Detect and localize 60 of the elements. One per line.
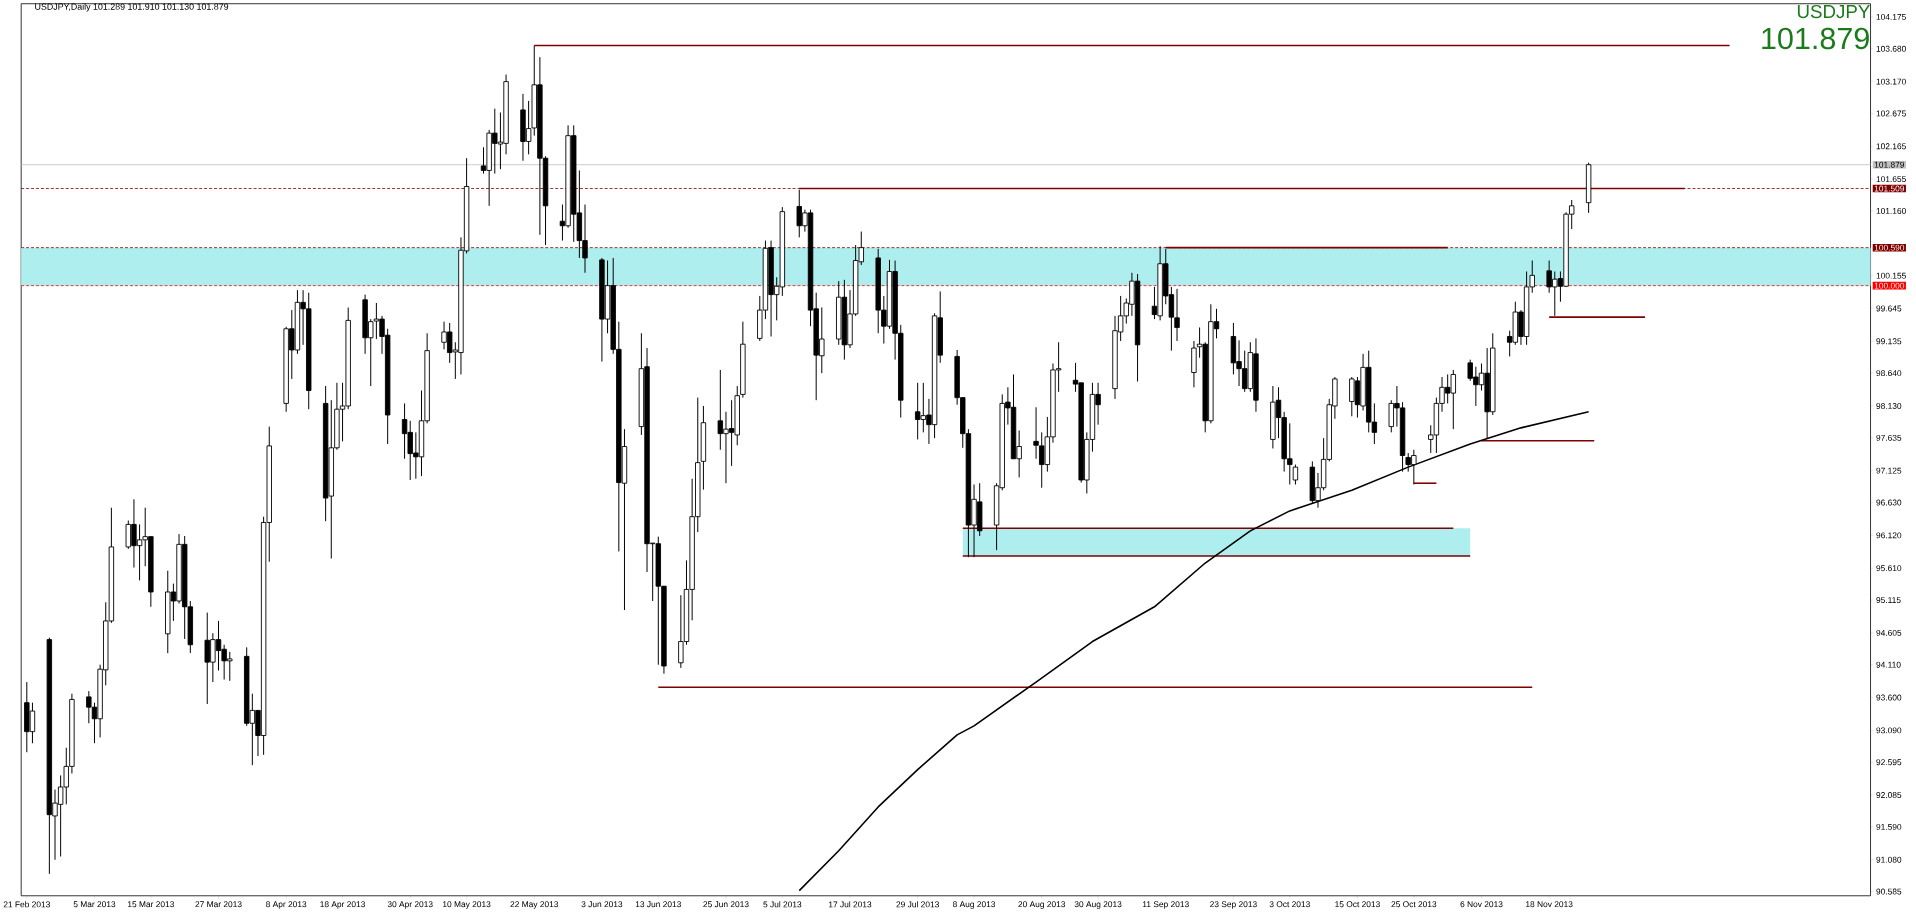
x-tick-label: 25 Oct 2013 [1391, 901, 1437, 908]
y-tick-label: 100.155 [1876, 272, 1906, 279]
y-tick-label: 99.135 [1876, 338, 1902, 345]
x-tick-label: 29 Jul 2013 [896, 901, 939, 908]
x-tick-label: 5 Jul 2013 [763, 901, 802, 908]
y-tick-label: 104.175 [1876, 14, 1906, 21]
x-tick-label: 30 Aug 2013 [1074, 901, 1122, 910]
annotation: 101.879 [1762, 27, 1869, 50]
candlestick [1292, 464, 1299, 486]
annotation: USDJPY [1797, 5, 1870, 19]
y-tick-label: 102.165 [1876, 143, 1906, 150]
x-tick-label: 5 Mar 2013 [73, 901, 116, 908]
y-tick-label: 90.585 [1876, 888, 1902, 895]
y-tick-label: 101.160 [1876, 208, 1906, 215]
y-tick-label: 98.130 [1876, 403, 1902, 410]
y-tick-label: 92.085 [1876, 792, 1902, 799]
ref-line-label: 101.509 [1874, 185, 1905, 192]
x-tick-label: 30 Apr 2013 [387, 901, 433, 910]
x-tick-label: 10 May 2013 [443, 901, 491, 910]
y-tick-label: 95.610 [1876, 565, 1902, 572]
ref-line-label: 100.590 [1874, 244, 1905, 251]
x-tick-label: 8 Apr 2013 [266, 901, 307, 910]
x-tick-label: 27 Mar 2013 [195, 901, 242, 908]
x-tick-label: 21 Feb 2013 [3, 901, 50, 908]
y-tick-label: 92.595 [1876, 759, 1902, 766]
y-tick-label: 101.655 [1876, 176, 1906, 183]
y-tick-label: 103.680 [1876, 46, 1906, 52]
ref-line-label: 100.000 [1874, 282, 1905, 289]
y-tick-label: 95.115 [1876, 597, 1901, 604]
x-tick-label: 18 Nov 2013 [1526, 901, 1573, 908]
x-tick-label: 3 Jun 2013 [581, 901, 623, 908]
x-tick-label: 15 Oct 2013 [1335, 901, 1380, 908]
x-tick-label: 23 Sep 2013 [1210, 901, 1257, 910]
chart-title: USDJPY,Daily 101.289 101.910 101.130 101.879 [35, 3, 229, 12]
ref-line-label: 101.879 [1874, 161, 1905, 168]
x-tick-label: 8 Aug 2013 [952, 901, 996, 910]
y-tick-label: 93.600 [1876, 694, 1902, 701]
y-tick-label: 94.605 [1876, 630, 1902, 637]
x-tick-label: 18 Apr 2013 [320, 901, 365, 910]
y-tick-label: 98.640 [1876, 370, 1902, 377]
x-tick-label: 22 May 2013 [510, 901, 559, 910]
x-tick-label: 20 Aug 2013 [1018, 901, 1066, 910]
y-tick-label: 96.630 [1876, 499, 1902, 506]
y-tick-label: 93.090 [1876, 727, 1902, 734]
x-tick-label: 11 Sep 2013 [1142, 901, 1189, 910]
y-tick-label: 96.120 [1876, 532, 1902, 539]
x-tick-label: 3 Oct 2013 [1269, 901, 1310, 908]
y-tick-label: 91.590 [1876, 824, 1902, 831]
y-tick-label: 97.125 [1876, 467, 1902, 474]
y-tick-label: 103.170 [1876, 78, 1906, 85]
x-tick-label: 13 Jun 2013 [635, 901, 681, 908]
y-tick-label: 91.080 [1876, 857, 1902, 863]
y-tick-label: 97.635 [1876, 435, 1902, 442]
y-tick-label: 102.675 [1876, 110, 1906, 117]
x-tick-label: 15 Mar 2013 [127, 901, 174, 908]
y-tick-label: 94.110 [1876, 662, 1901, 668]
x-tick-label: 25 Jun 2013 [703, 901, 749, 908]
x-tick-label: 17 Jul 2013 [828, 901, 872, 908]
x-tick-label: 6 Nov 2013 [1460, 901, 1503, 908]
y-tick-label: 99.645 [1876, 305, 1902, 312]
